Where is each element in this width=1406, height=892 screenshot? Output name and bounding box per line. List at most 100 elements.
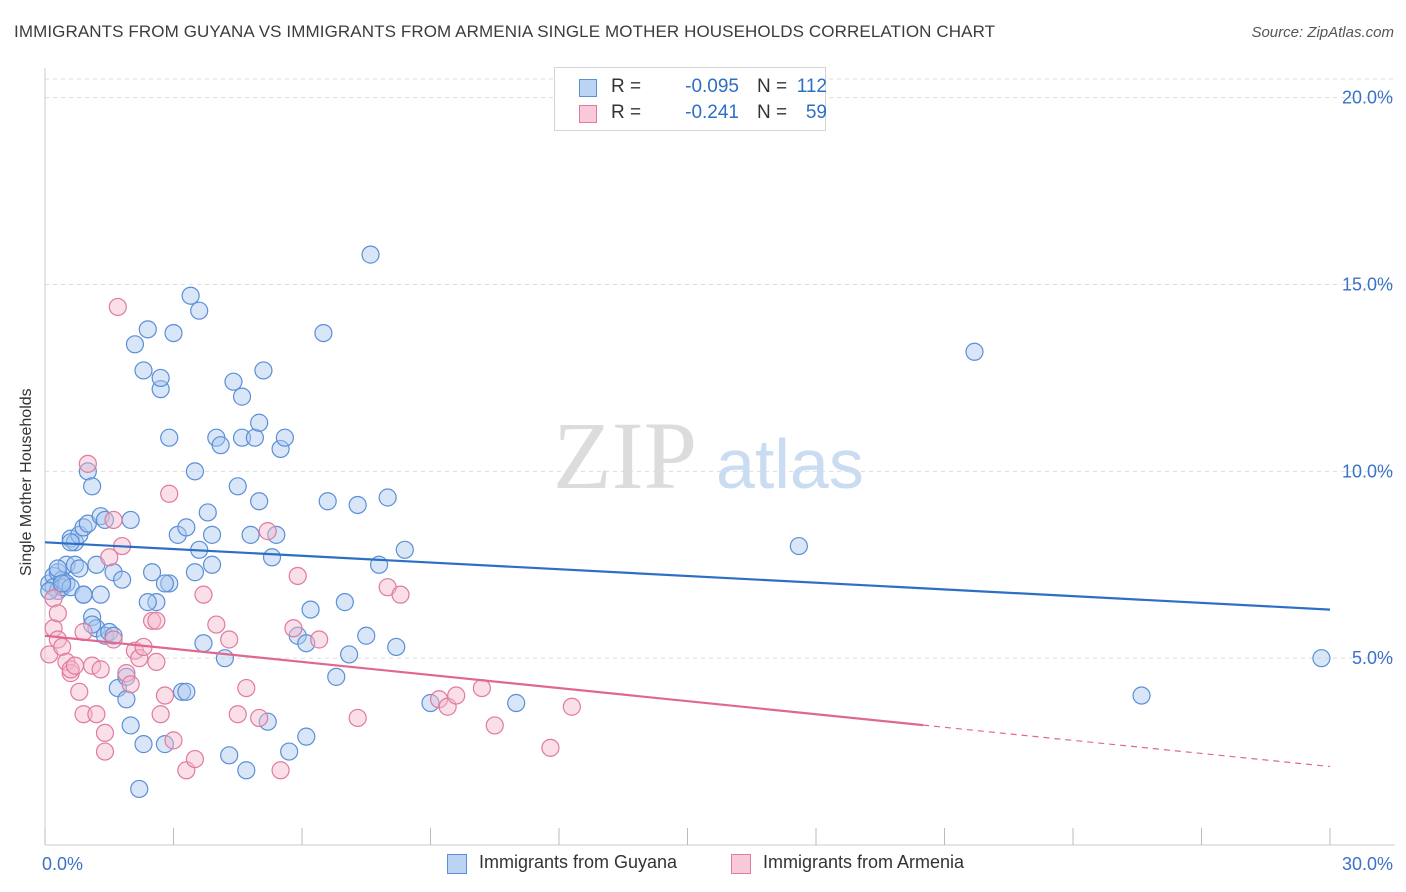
data-point [95, 742, 115, 761]
y-tick-label: 5.0% [1352, 648, 1393, 668]
data-point [164, 731, 183, 750]
legend-r-value: -0.095 [685, 76, 739, 97]
axes [44, 68, 1395, 846]
data-point [310, 630, 329, 649]
data-point [172, 682, 192, 701]
data-point [185, 462, 205, 481]
legend-r-label: R = [611, 102, 642, 123]
data-point [789, 536, 808, 556]
legend-swatch-guyana [579, 79, 597, 97]
data-point [181, 286, 200, 305]
data-point [447, 686, 466, 705]
data-point [220, 746, 239, 765]
data-point [194, 634, 213, 653]
data-point [288, 566, 307, 586]
data-point [117, 664, 136, 683]
data-point [121, 510, 140, 530]
data-point [327, 667, 346, 686]
data-point [237, 761, 256, 780]
data-point [78, 462, 97, 481]
trend-line-armenia-projection [923, 724, 1331, 768]
data-point [258, 522, 277, 541]
data-point [232, 387, 252, 406]
legend-n-value: 112 [796, 76, 827, 97]
data-point [340, 645, 359, 664]
data-point [250, 492, 269, 511]
data-point [138, 593, 157, 612]
data-point [147, 611, 166, 630]
data-point [185, 563, 205, 582]
legend-swatch-armenia [579, 105, 597, 123]
data-point [335, 593, 354, 612]
x-tick-label: 0.0% [42, 854, 83, 874]
data-point [280, 742, 299, 761]
legend-n-label: N = [757, 102, 788, 123]
data-point [211, 436, 230, 455]
data-point [78, 454, 97, 473]
data-point [348, 708, 367, 728]
data-point [250, 708, 269, 728]
data-point [177, 682, 196, 701]
y-tick-label: 20.0% [1342, 88, 1393, 108]
tick-labels: 5.0% 10.0% 15.0% 20.0% 0.0% 30.0% [42, 88, 1393, 874]
data-point [44, 589, 63, 608]
data-point [87, 705, 106, 724]
data-point [138, 320, 157, 339]
data-point [262, 548, 282, 567]
data-point [151, 705, 170, 724]
data-point [83, 607, 102, 627]
legend-r-value: -0.241 [685, 102, 739, 123]
data-point [53, 637, 72, 657]
data-point [104, 510, 123, 530]
data-point [155, 574, 175, 593]
data-point [112, 570, 132, 589]
data-point [70, 682, 89, 701]
data-point [965, 342, 984, 361]
data-point [228, 477, 247, 496]
bottom-legend-label-guyana: Immigrants from Guyana [479, 852, 678, 872]
data-point [151, 368, 170, 388]
data-point [220, 630, 239, 649]
data-point [134, 361, 153, 380]
data-point [142, 611, 162, 630]
data-point [185, 749, 205, 769]
data-point [507, 693, 526, 713]
data-point [472, 678, 491, 698]
data-point [121, 675, 140, 694]
data-point [91, 585, 110, 604]
data-point [301, 600, 320, 619]
x-tick-label: 30.0% [1342, 854, 1393, 874]
y-tick-label: 10.0% [1342, 461, 1393, 481]
data-point [117, 690, 136, 709]
legend-n-label: N = [757, 76, 788, 97]
data-point [275, 428, 294, 447]
data-point [314, 323, 333, 343]
data-point [100, 548, 119, 567]
data-point [1312, 649, 1331, 668]
source-label: Source: ZipAtlas.com [1251, 24, 1394, 41]
data-point [541, 738, 560, 757]
data-point [147, 652, 166, 672]
data-point [1132, 686, 1151, 705]
data-point [254, 361, 273, 380]
data-point [121, 716, 140, 735]
data-point [391, 585, 410, 604]
data-point [348, 495, 367, 515]
data-point [562, 697, 581, 716]
trend-line-armenia [44, 634, 924, 727]
watermark-zip: ZIP [553, 402, 697, 509]
legend-n-value: 59 [805, 102, 827, 123]
data-point [155, 686, 175, 705]
data-point [160, 484, 179, 503]
data-point [297, 727, 316, 746]
data-point [271, 761, 290, 780]
data-point [202, 525, 222, 544]
bottom-legend-swatch-armenia [731, 854, 751, 874]
data-point [215, 649, 234, 668]
data-point [130, 779, 149, 799]
bottom-legend-swatch-guyana [447, 854, 467, 874]
data-point [357, 626, 376, 645]
data-point [125, 335, 145, 354]
data-point [130, 649, 149, 668]
